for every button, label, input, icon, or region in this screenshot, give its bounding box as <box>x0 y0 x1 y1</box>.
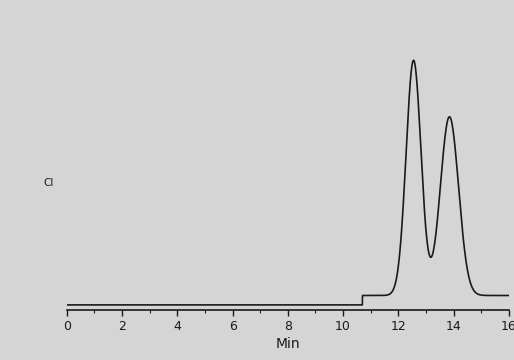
Text: N: N <box>192 83 199 93</box>
Text: Cl: Cl <box>299 259 309 269</box>
Text: O: O <box>178 220 186 230</box>
Text: Cl: Cl <box>43 179 53 188</box>
Text: Cl: Cl <box>91 287 101 296</box>
X-axis label: Min: Min <box>276 337 300 351</box>
Text: N: N <box>180 168 188 178</box>
Text: N: N <box>174 147 182 157</box>
Text: *: * <box>196 180 202 194</box>
Text: Cl: Cl <box>297 171 307 181</box>
